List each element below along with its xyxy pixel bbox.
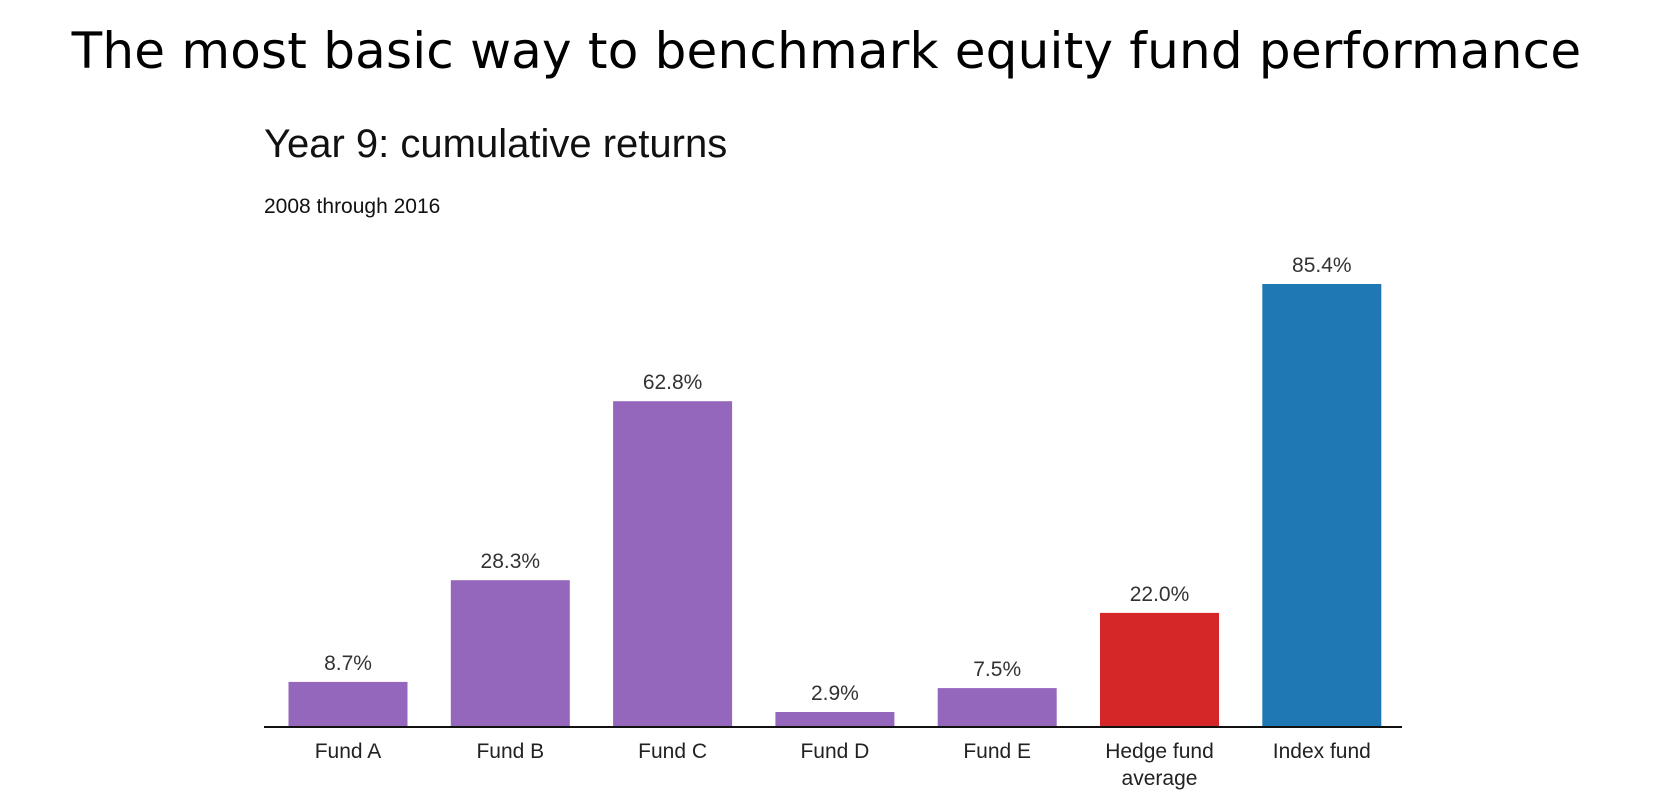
category-label-2: Fund C bbox=[638, 740, 707, 763]
chart-title: Year 9: cumulative returns bbox=[264, 122, 728, 166]
bar-value-label-3: 2.9% bbox=[811, 682, 859, 705]
category-label-6: Index fund bbox=[1273, 740, 1371, 763]
category-label-line: Fund A bbox=[315, 740, 382, 763]
category-label-line: average bbox=[1122, 767, 1198, 790]
category-label-line: Fund D bbox=[800, 740, 869, 763]
category-label-line: Fund B bbox=[476, 740, 544, 763]
category-label-line: Fund C bbox=[638, 740, 707, 763]
bar-value-label-4: 7.5% bbox=[973, 658, 1021, 681]
category-label-3: Fund D bbox=[800, 740, 869, 763]
category-label-0: Fund A bbox=[315, 740, 382, 763]
bar-1 bbox=[450, 580, 570, 727]
bar-6 bbox=[1262, 284, 1382, 727]
bar-value-label-2: 62.8% bbox=[643, 371, 703, 394]
category-label-5: Hedge fund average bbox=[1105, 740, 1214, 790]
slide-title: The most basic way to benchmark equity f… bbox=[71, 22, 1582, 80]
category-label-1: Fund B bbox=[476, 740, 544, 763]
bar-value-label-1: 28.3% bbox=[481, 550, 541, 573]
bar-value-label-6: 85.4% bbox=[1292, 254, 1352, 277]
category-label-line: Index fund bbox=[1273, 740, 1371, 763]
bar-value-label-5: 22.0% bbox=[1130, 583, 1190, 606]
bar-3 bbox=[775, 712, 895, 727]
bar-5 bbox=[1100, 612, 1219, 727]
category-label-4: Fund E bbox=[963, 740, 1031, 763]
bar-0 bbox=[288, 681, 408, 727]
chart-subtitle: 2008 through 2016 bbox=[264, 195, 441, 218]
bar-value-label-0: 8.7% bbox=[324, 652, 372, 675]
bar-2 bbox=[613, 401, 733, 727]
bar-4 bbox=[937, 688, 1057, 727]
category-label-line: Fund E bbox=[963, 740, 1031, 763]
category-label-line: Hedge fund bbox=[1105, 740, 1214, 763]
